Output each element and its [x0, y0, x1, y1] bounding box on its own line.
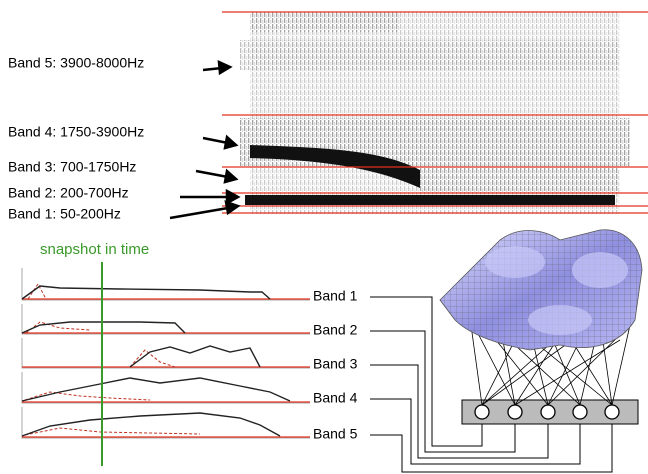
envelope-plots: [21, 268, 310, 439]
band-label: Band 3: 700-1750Hz: [8, 159, 136, 175]
weights: [469, 317, 631, 406]
envelope-label: Band 5: [313, 426, 358, 442]
spectrogram: [222, 11, 648, 214]
snapshot-label: snapshot in time: [40, 241, 149, 258]
envelope-label: Band 1: [313, 288, 358, 304]
envelope-label: Band 4: [313, 390, 358, 406]
envelope-label: Band 3: [313, 356, 358, 372]
band-label: Band 5: 3900-8000Hz: [8, 55, 144, 71]
connectors: [370, 296, 613, 473]
band-label: Band 4: 1750-3900Hz: [8, 124, 144, 140]
band-label: Band 1: 50-200Hz: [8, 206, 121, 222]
surface: [439, 229, 643, 351]
arrows: [169, 59, 241, 220]
envelope-label: Band 2: [313, 322, 358, 338]
band-label: Band 2: 200-700Hz: [8, 185, 129, 201]
